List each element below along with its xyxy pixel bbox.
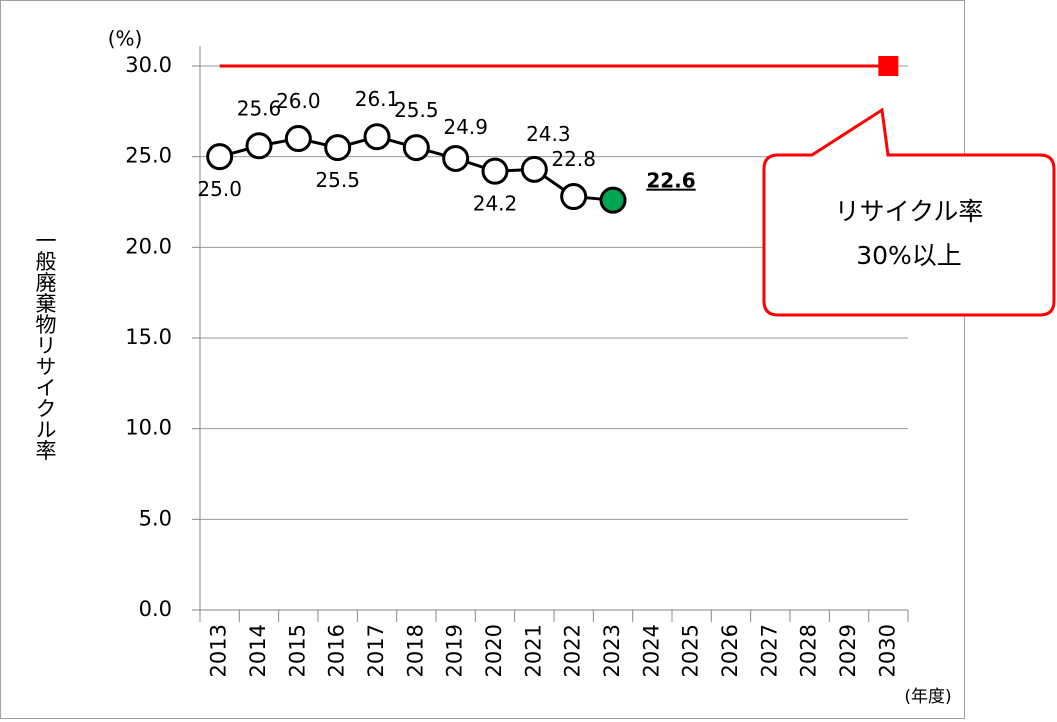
data-point: [206, 143, 234, 171]
y-unit: (%): [108, 27, 143, 51]
y-tick-label: 20.0: [125, 234, 172, 258]
y-axis-label: 一般廃棄物リサイクル率: [33, 230, 57, 461]
data-point: [599, 186, 627, 214]
y-tick-label: 30.0: [125, 53, 172, 77]
x-tick-label: 2024: [639, 624, 663, 677]
x-tick-label: 2030: [875, 624, 899, 677]
x-axis-label: (年度): [904, 687, 951, 707]
data-label: 24.3: [526, 122, 571, 146]
x-tick-label: 2023: [600, 624, 624, 677]
data-point: [284, 125, 312, 153]
data-label: 25.6: [237, 96, 282, 120]
data-label: 25.5: [315, 168, 360, 192]
data-point: [442, 144, 470, 172]
data-label: 22.8: [551, 147, 596, 171]
data-label: 24.9: [443, 115, 488, 139]
x-tick-label: 2016: [325, 624, 349, 677]
x-tick-label: 2018: [403, 624, 427, 677]
y-tick-label: 15.0: [125, 325, 172, 349]
x-tick-label: 2014: [246, 624, 270, 677]
data-point: [324, 134, 352, 162]
x-tick-label: 2017: [364, 624, 388, 677]
x-tick-label: 2026: [718, 624, 742, 677]
callout-text: リサイクル率: [835, 197, 984, 226]
y-tick-label: 0.0: [139, 597, 172, 621]
x-tick-label: 2015: [285, 624, 309, 677]
callout-text: 30%以上: [856, 241, 962, 270]
data-point: [363, 123, 391, 151]
data-label: 26.0: [276, 89, 321, 113]
callout: [762, 107, 1056, 317]
data-label: 24.2: [473, 192, 518, 216]
data-point: [560, 183, 588, 211]
x-tick-label: 2027: [757, 624, 781, 677]
x-tick-label: 2029: [836, 624, 860, 677]
target-marker: [878, 56, 899, 76]
x-tick-label: 2028: [797, 624, 821, 677]
y-tick-label: 5.0: [139, 506, 172, 530]
x-tick-label: 2022: [561, 624, 585, 677]
x-tick-label: 2020: [482, 624, 506, 677]
data-point: [402, 134, 430, 162]
x-tick-label: 2013: [207, 624, 231, 677]
data-point: [520, 155, 548, 183]
data-label: 25.5: [394, 98, 439, 122]
y-tick-label: 10.0: [125, 416, 172, 440]
data-point: [481, 157, 509, 185]
x-tick-label: 2021: [521, 624, 545, 677]
x-tick-label: 2025: [679, 624, 703, 677]
data-label: 25.0: [197, 177, 242, 201]
data-point: [245, 132, 273, 160]
data-label: 22.6: [646, 169, 695, 193]
x-tick-label: 2019: [443, 624, 467, 677]
data-label: 26.1: [355, 87, 400, 111]
y-tick-label: 25.0: [125, 144, 172, 168]
chart-frame: [0, 0, 965, 719]
